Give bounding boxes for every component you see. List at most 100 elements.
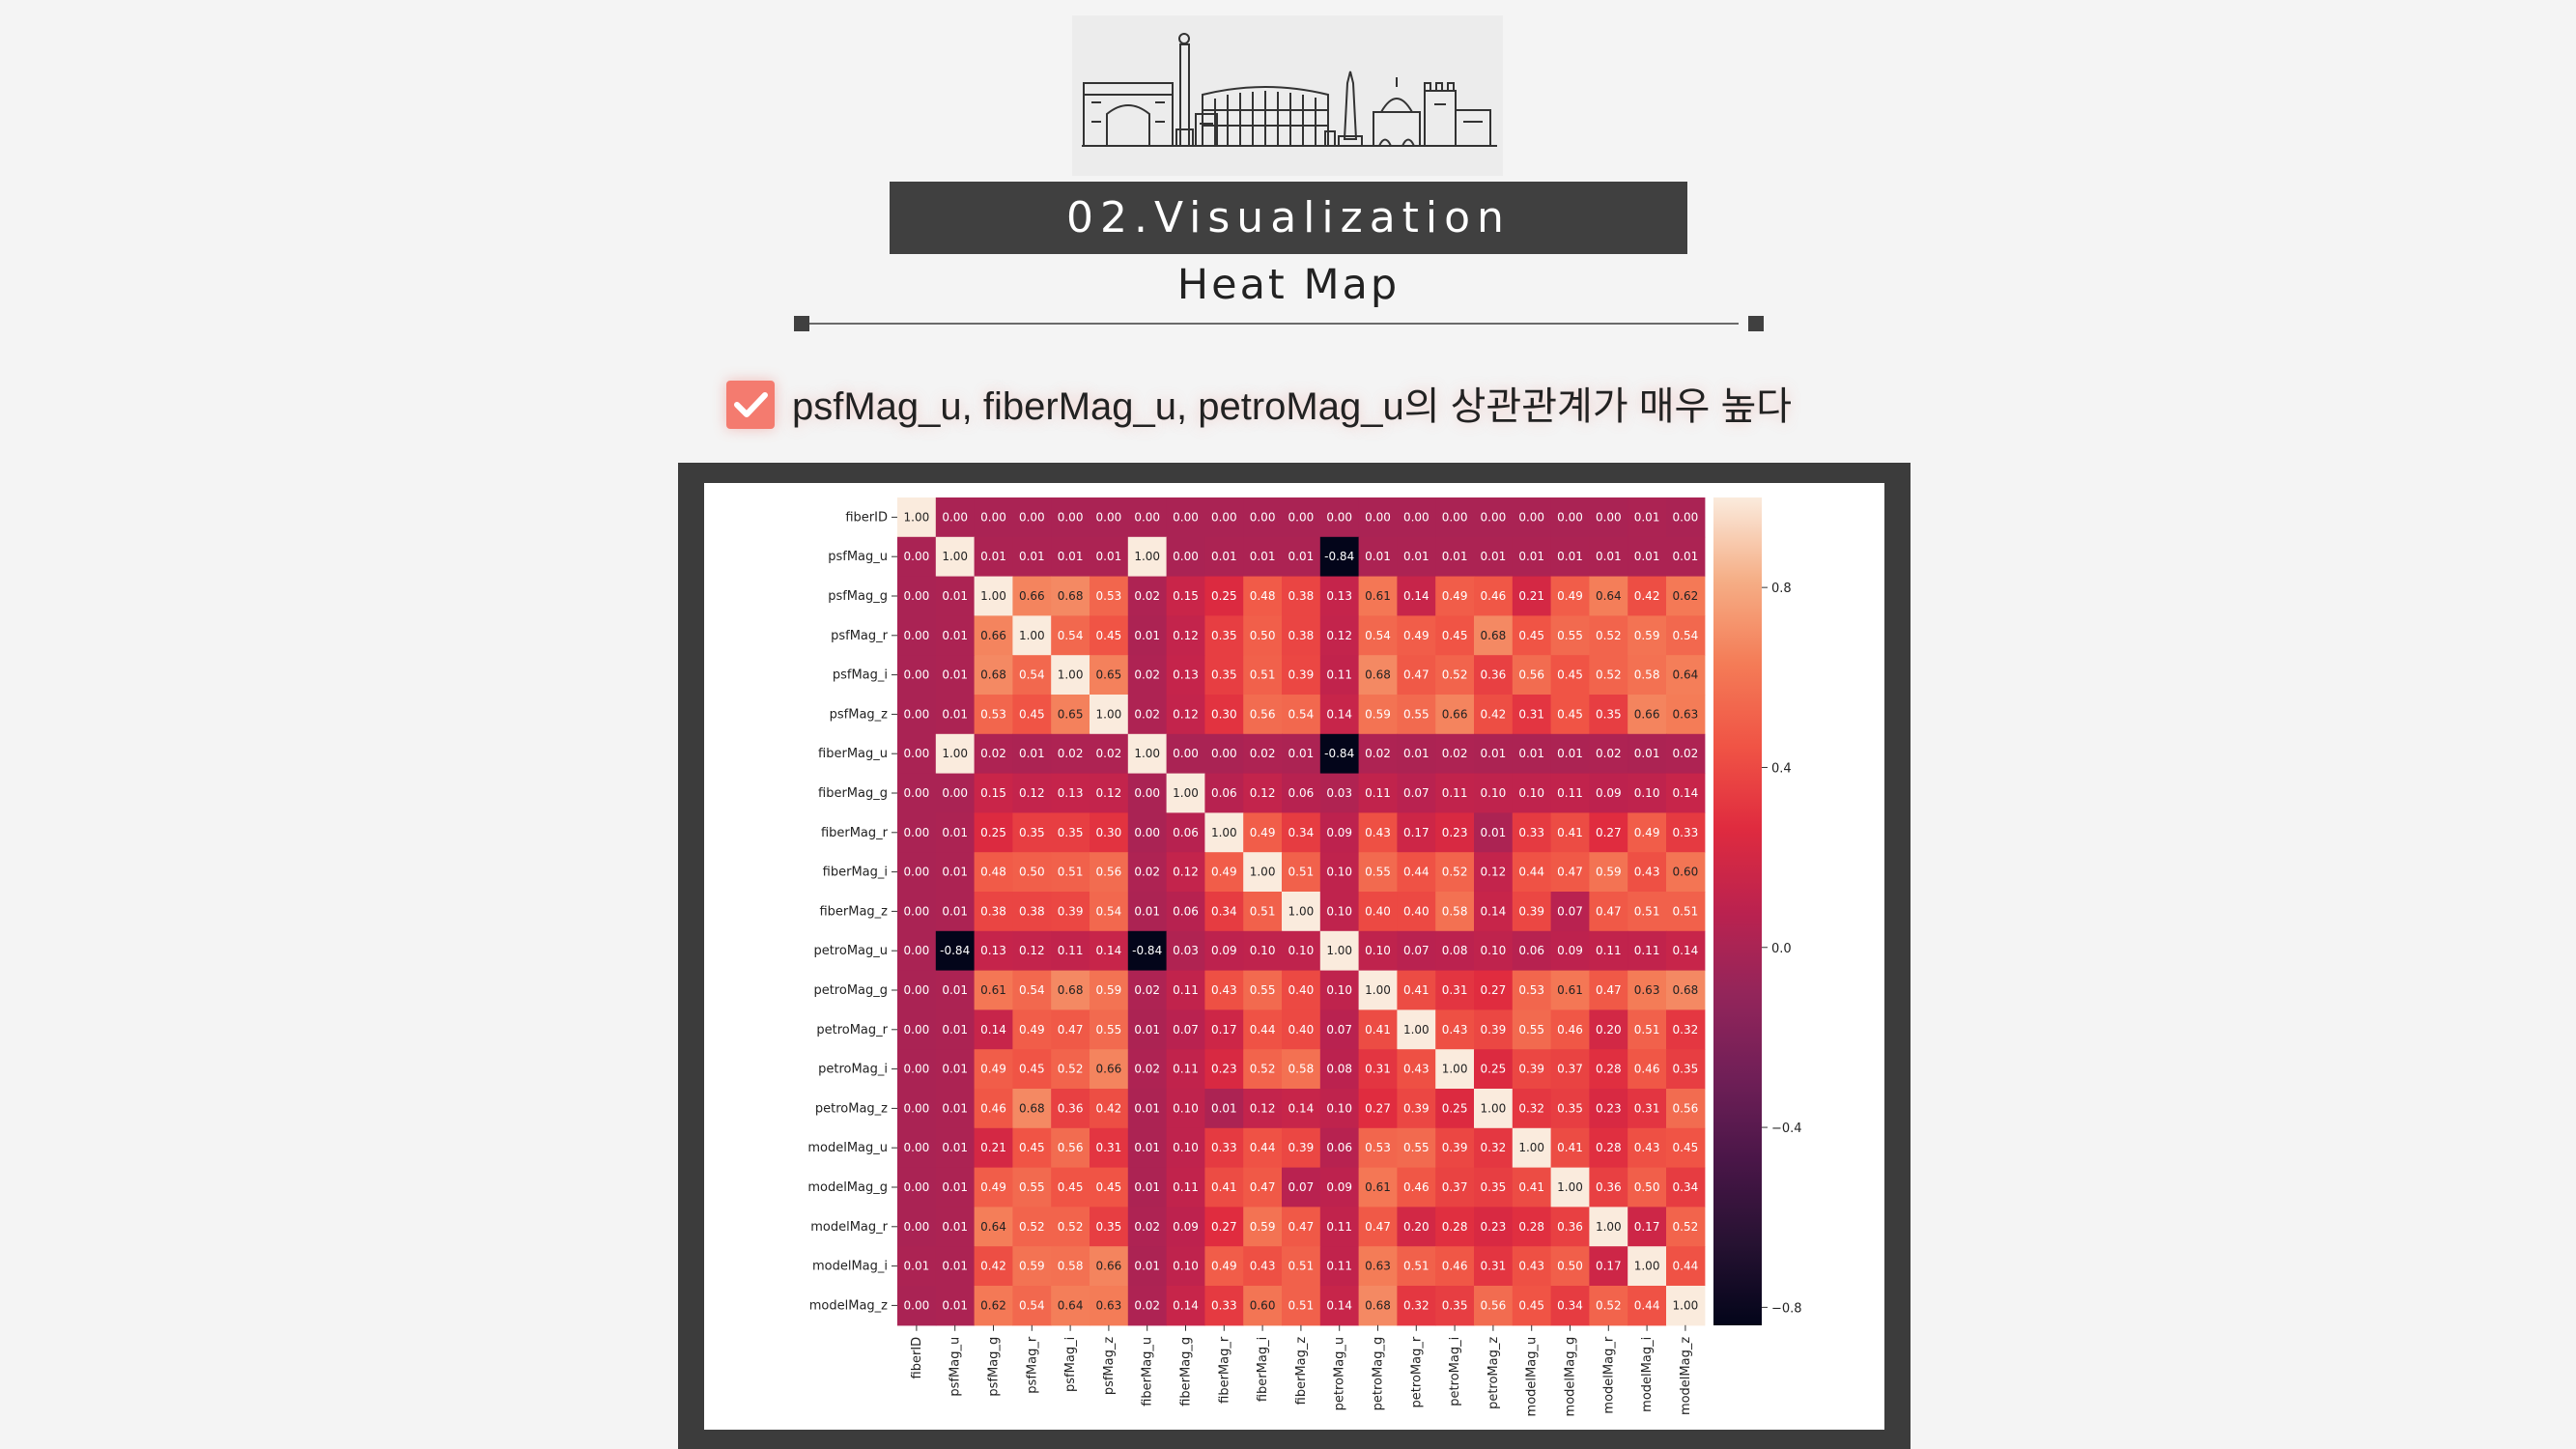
heatmap-cell [1589,1009,1628,1050]
heatmap-cell [935,615,976,656]
heatmap-cell [1051,576,1090,616]
heatmap-plot-area: 1.00 0.00 0.00 0.00 0.00 0.00 0.00 0.00 0.00 0.00… [704,483,1884,1430]
heatmap-cell [1474,1049,1514,1090]
heatmap-cell [1435,892,1475,932]
heatmap-cell-value: 0.40 [1403,904,1430,918]
heatmap-cell [1628,615,1667,656]
heatmap-cell-value: 0.12 [1250,786,1276,800]
column-tick-label: petroMag_i [1448,1337,1462,1406]
row-tick-label: fiberMag_u [818,747,888,761]
heatmap-cell-value: 0.45 [1096,1180,1122,1194]
heatmap-cell-value: 0.00 [904,1023,930,1037]
heatmap-cell [1204,733,1244,775]
heatmap-cell-value: 0.68 [1365,668,1391,682]
heatmap-cell-value: 0.02 [1250,747,1276,760]
heatmap-cell [1550,615,1590,656]
heatmap-cell [935,1127,976,1169]
heatmap-cell-value: 0.00 [1481,510,1507,524]
heatmap-cell-value: 0.11 [1557,786,1583,800]
heatmap-cell [1243,695,1283,735]
heatmap-cell [1166,1286,1205,1326]
heatmap-cell-value: 0.44 [1518,866,1544,879]
heatmap-cell [1512,812,1552,853]
heatmap-cell-value: 0.49 [1211,866,1237,879]
heatmap-cell-value: 0.09 [1211,944,1237,957]
heatmap-cell [1589,852,1628,893]
heatmap-cell [974,773,1013,813]
heatmap-cell-value: 0.01 [942,1101,968,1115]
heatmap-cell [1512,852,1552,893]
heatmap-cell-value: 0.55 [1250,983,1276,997]
heatmap-cell-value: 0.47 [1058,1023,1084,1037]
column-tick-label: psfMag_i [1063,1337,1078,1392]
heatmap-cell-value: 0.51 [1403,1260,1430,1273]
heatmap-cell [1628,852,1667,893]
heatmap-cell [1435,733,1475,775]
heatmap-cell [1550,1167,1590,1208]
heatmap-cell-value: -0.84 [1324,747,1354,760]
heatmap-cell [1127,1167,1168,1208]
heatmap-cell-value: 0.01 [1481,550,1507,563]
heatmap-cell-value: 0.47 [1288,1220,1315,1234]
heatmap-cell [1628,773,1667,813]
heatmap-cell-value: 0.01 [942,1298,968,1312]
heatmap-cell-value: 0.01 [1634,510,1660,524]
heatmap-cell [1243,970,1283,1010]
heatmap-cell-value: 0.59 [1250,1220,1276,1234]
heatmap-cell-value: 0.52 [1019,1220,1045,1234]
heatmap-cell-value: 0.41 [1365,1023,1391,1037]
heatmap-cell [1474,695,1514,735]
heatmap-cell [1666,1127,1706,1169]
heatmap-cell [1051,655,1090,696]
heatmap-cell [1090,655,1129,696]
heatmap-cell-value: 0.15 [1173,589,1199,603]
heatmap-cell-value: 0.61 [1365,1180,1391,1194]
heatmap-cell [1012,655,1052,696]
heatmap-cell [1127,812,1168,853]
heatmap-cell [1435,1286,1475,1326]
heatmap-cell-value: 0.10 [1326,1101,1352,1115]
heatmap-cell-value: 0.00 [1134,826,1160,839]
heatmap-cell [935,497,976,538]
heatmap-cell [1243,852,1283,893]
heatmap-cell [1243,1127,1283,1169]
heatmap-cell [1090,773,1129,813]
heatmap-cell-value: 0.64 [980,1220,1006,1234]
heatmap-cell-value: 0.50 [1019,866,1045,879]
heatmap-cell-value: 0.00 [1557,510,1583,524]
row-tick-label: petroMag_u [813,944,888,958]
correlation-heatmap: 1.00 0.00 0.00 0.00 0.00 0.00 0.00 0.00 0.00 0.00… [807,497,1802,1416]
heatmap-cell [1090,695,1129,735]
heatmap-column-labels: fiberID psfMag_u psfMag_g psfMag_r psfMag_i p… [910,1324,1693,1416]
heatmap-cell-value: 0.09 [1173,1220,1199,1234]
heatmap-cell [1243,1207,1283,1247]
heatmap-cell-value: 0.42 [980,1260,1006,1273]
heatmap-cell [1666,1286,1706,1326]
heatmap-cell-value: 0.51 [1634,1023,1660,1037]
heatmap-cell [1666,970,1706,1010]
heatmap-cell [1666,852,1706,893]
row-tick-label: petroMag_i [818,1063,888,1077]
heatmap-cell [1474,1207,1514,1247]
heatmap-cell-value: 0.35 [1481,1180,1507,1194]
heatmap-cell [1628,1246,1667,1287]
heatmap-cell-value: 0.02 [1134,1298,1160,1312]
heatmap-cell-value: 0.35 [1673,1063,1699,1076]
heatmap-cell [1628,930,1667,972]
heatmap-cell [1589,615,1628,656]
heatmap-cell-value: 0.13 [980,944,1006,957]
heatmap-cell [1282,970,1321,1010]
heatmap-cell [1319,1009,1360,1050]
heatmap-cell-value: 1.00 [1096,707,1122,721]
heatmap-cell [1512,497,1552,538]
heatmap-cell-value: 0.32 [1481,1141,1507,1154]
heatmap-cell [1127,773,1168,813]
heatmap-cell [1474,1246,1514,1287]
heatmap-cell [1012,695,1052,735]
heatmap-cell-value: 0.10 [1250,944,1276,957]
heatmap-cell-value: 0.35 [1442,1298,1468,1312]
heatmap-cell-value: 0.56 [1096,866,1122,879]
heatmap-cell [1051,1246,1090,1287]
heatmap-cell-value: 0.42 [1096,1101,1122,1115]
section-title: 02.Visualization [1066,193,1511,242]
